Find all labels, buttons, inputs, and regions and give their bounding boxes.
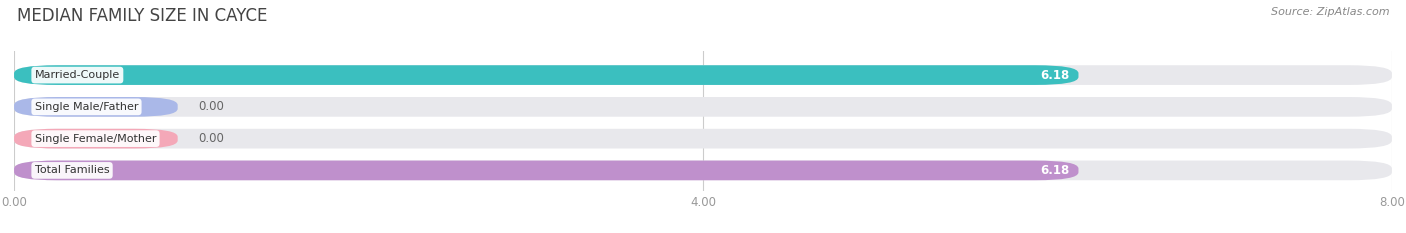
FancyBboxPatch shape — [14, 161, 1078, 180]
Text: Single Male/Father: Single Male/Father — [35, 102, 138, 112]
FancyBboxPatch shape — [14, 97, 1392, 117]
Text: Married-Couple: Married-Couple — [35, 70, 120, 80]
Text: Total Families: Total Families — [35, 165, 110, 175]
FancyBboxPatch shape — [14, 161, 1392, 180]
Text: Source: ZipAtlas.com: Source: ZipAtlas.com — [1271, 7, 1389, 17]
Text: 6.18: 6.18 — [1040, 164, 1070, 177]
FancyBboxPatch shape — [14, 65, 1078, 85]
Text: 6.18: 6.18 — [1040, 69, 1070, 82]
Text: Single Female/Mother: Single Female/Mother — [35, 134, 156, 144]
FancyBboxPatch shape — [14, 97, 177, 117]
Text: MEDIAN FAMILY SIZE IN CAYCE: MEDIAN FAMILY SIZE IN CAYCE — [17, 7, 267, 25]
Text: 0.00: 0.00 — [198, 100, 224, 113]
Text: 0.00: 0.00 — [198, 132, 224, 145]
FancyBboxPatch shape — [14, 129, 177, 148]
FancyBboxPatch shape — [14, 129, 1392, 148]
FancyBboxPatch shape — [14, 65, 1392, 85]
